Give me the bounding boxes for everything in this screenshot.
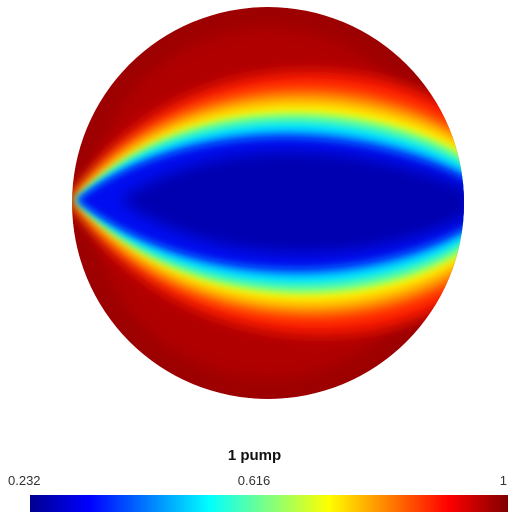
heatmap-disk xyxy=(72,7,464,399)
band-darkblue xyxy=(120,151,464,254)
colorbar-tick-mid: 0.616 xyxy=(237,473,271,488)
colorbar xyxy=(30,495,508,512)
colorbar-tick-max: 1 xyxy=(499,473,507,488)
colorbar-tick-min: 0.232 xyxy=(8,473,41,488)
chart-title: 1 pump xyxy=(227,447,282,464)
